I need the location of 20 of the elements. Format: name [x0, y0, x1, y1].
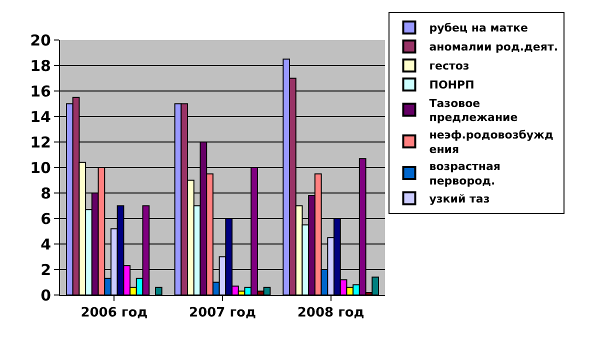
legend-label: рубец на матке	[429, 22, 528, 35]
x-tick-label: 2007 год	[189, 306, 256, 321]
legend-label: аномалии род.деят.	[429, 40, 558, 54]
y-tick-label: 16	[30, 82, 51, 100]
y-tick-label: 4	[40, 235, 51, 254]
legend-label: ПОНРП	[429, 78, 474, 92]
y-tick-label: 8	[40, 184, 51, 202]
x-tick-label: 2008 год	[297, 306, 364, 321]
y-tick-label: 14	[30, 108, 51, 126]
y-tick-label: 12	[30, 133, 51, 152]
legend-label: узкий таз	[429, 192, 490, 206]
y-tick-label: 10	[30, 158, 51, 177]
y-tick-label: 6	[40, 210, 51, 228]
y-tick-label: 20	[30, 31, 51, 50]
y-tick-label: 18	[30, 56, 51, 75]
y-tick-label: 2	[40, 260, 51, 279]
legend-label: возрастная первород.	[429, 160, 500, 188]
y-tick-label: 0	[40, 286, 51, 304]
legend-label: гестоз	[429, 60, 470, 73]
x-tick-label: 2006 год	[80, 306, 148, 321]
